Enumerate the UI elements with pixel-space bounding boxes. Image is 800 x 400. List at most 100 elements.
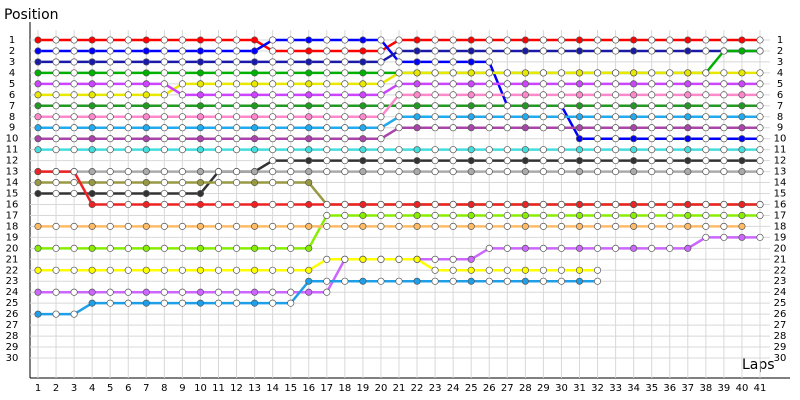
lap-marker xyxy=(756,168,764,176)
lap-marker xyxy=(106,80,114,88)
lap-marker xyxy=(359,69,367,77)
lap-marker xyxy=(702,47,710,55)
lap-marker xyxy=(341,255,349,263)
y-tick-label-right: 5 xyxy=(777,79,783,90)
lap-marker xyxy=(251,200,259,209)
lap-marker xyxy=(521,157,529,165)
lap-marker xyxy=(70,179,78,187)
lap-marker xyxy=(702,124,710,132)
lap-marker xyxy=(557,200,566,209)
lap-marker xyxy=(593,135,602,143)
lap-marker xyxy=(160,80,168,88)
lap-marker xyxy=(720,146,728,154)
lap-marker xyxy=(359,277,367,285)
lap-marker xyxy=(323,47,331,55)
lap-marker xyxy=(251,299,259,307)
lap-marker xyxy=(575,266,584,274)
lap-marker xyxy=(449,146,457,154)
lap-marker xyxy=(684,168,692,176)
lap-marker xyxy=(666,113,674,121)
lap-marker xyxy=(521,244,529,252)
lap-marker xyxy=(287,222,295,230)
lap-marker xyxy=(684,146,692,154)
y-tick-label-right: 9 xyxy=(777,123,783,134)
lap-marker xyxy=(449,58,457,66)
y-tick-label: 8 xyxy=(9,112,15,123)
lap-marker xyxy=(702,146,710,154)
lap-marker xyxy=(557,80,566,88)
lap-marker xyxy=(359,157,367,165)
lap-marker xyxy=(251,168,259,176)
lap-marker xyxy=(539,124,547,132)
lap-marker xyxy=(233,168,241,176)
lap-marker xyxy=(521,222,529,230)
lap-marker xyxy=(413,168,421,176)
lap-marker xyxy=(323,277,331,285)
lap-marker xyxy=(70,80,78,88)
y-tick-label: 16 xyxy=(6,199,19,210)
lap-marker xyxy=(305,113,313,121)
lap-marker xyxy=(178,189,186,198)
lap-marker xyxy=(612,124,620,132)
lap-marker xyxy=(467,146,475,154)
lap-marker xyxy=(106,124,114,132)
y-tick-label-right: 11 xyxy=(774,145,787,156)
lap-marker xyxy=(413,58,421,66)
lap-marker xyxy=(449,102,457,110)
lap-marker xyxy=(196,146,205,154)
lap-marker xyxy=(467,113,475,121)
y-tick-label: 23 xyxy=(6,276,19,287)
lap-marker xyxy=(178,113,186,121)
lap-marker xyxy=(575,124,584,132)
lap-marker xyxy=(521,124,529,132)
lap-marker xyxy=(449,255,457,263)
lap-marker xyxy=(756,102,764,110)
lap-marker xyxy=(539,168,547,176)
lap-marker xyxy=(395,146,403,154)
lap-marker xyxy=(395,47,403,55)
y-tick-label-right: 19 xyxy=(774,232,787,243)
lap-marker xyxy=(142,179,150,187)
lap-marker xyxy=(305,157,313,165)
lap-marker xyxy=(70,310,78,318)
lap-marker xyxy=(70,135,78,143)
series-line xyxy=(38,279,598,316)
lap-marker xyxy=(305,222,313,230)
lap-marker xyxy=(539,80,547,88)
x-tick-label: 30 xyxy=(555,383,568,394)
lap-marker xyxy=(233,179,241,187)
lap-marker xyxy=(106,102,114,110)
lap-marker xyxy=(305,168,313,176)
lap-marker xyxy=(52,36,60,44)
lap-marker xyxy=(413,69,421,77)
lap-marker xyxy=(160,288,168,296)
lap-marker xyxy=(720,168,728,176)
lap-marker xyxy=(756,157,764,165)
lap-marker xyxy=(323,211,331,219)
y-tick-label: 18 xyxy=(6,221,19,232)
lap-marker xyxy=(160,58,168,66)
lap-marker xyxy=(305,69,313,77)
lap-marker xyxy=(160,189,168,198)
lap-marker xyxy=(287,124,295,132)
lap-marker xyxy=(377,168,385,176)
lap-marker xyxy=(359,124,367,132)
lap-marker xyxy=(467,255,475,263)
lap-marker xyxy=(214,135,223,143)
lap-marker xyxy=(666,124,674,132)
lap-marker xyxy=(630,244,638,252)
lap-marker xyxy=(106,222,114,230)
lap-marker xyxy=(485,244,493,252)
lap-marker xyxy=(503,200,511,209)
lap-marker xyxy=(323,222,331,230)
lap-marker xyxy=(341,113,349,121)
lap-marker xyxy=(593,69,602,77)
lap-marker xyxy=(178,69,186,77)
lap-marker xyxy=(377,124,385,132)
lap-marker xyxy=(684,91,692,99)
lap-marker xyxy=(269,146,277,154)
lap-marker xyxy=(196,299,205,307)
lap-marker xyxy=(106,113,114,121)
lap-marker xyxy=(557,146,566,154)
x-tick-label: 15 xyxy=(284,383,297,394)
